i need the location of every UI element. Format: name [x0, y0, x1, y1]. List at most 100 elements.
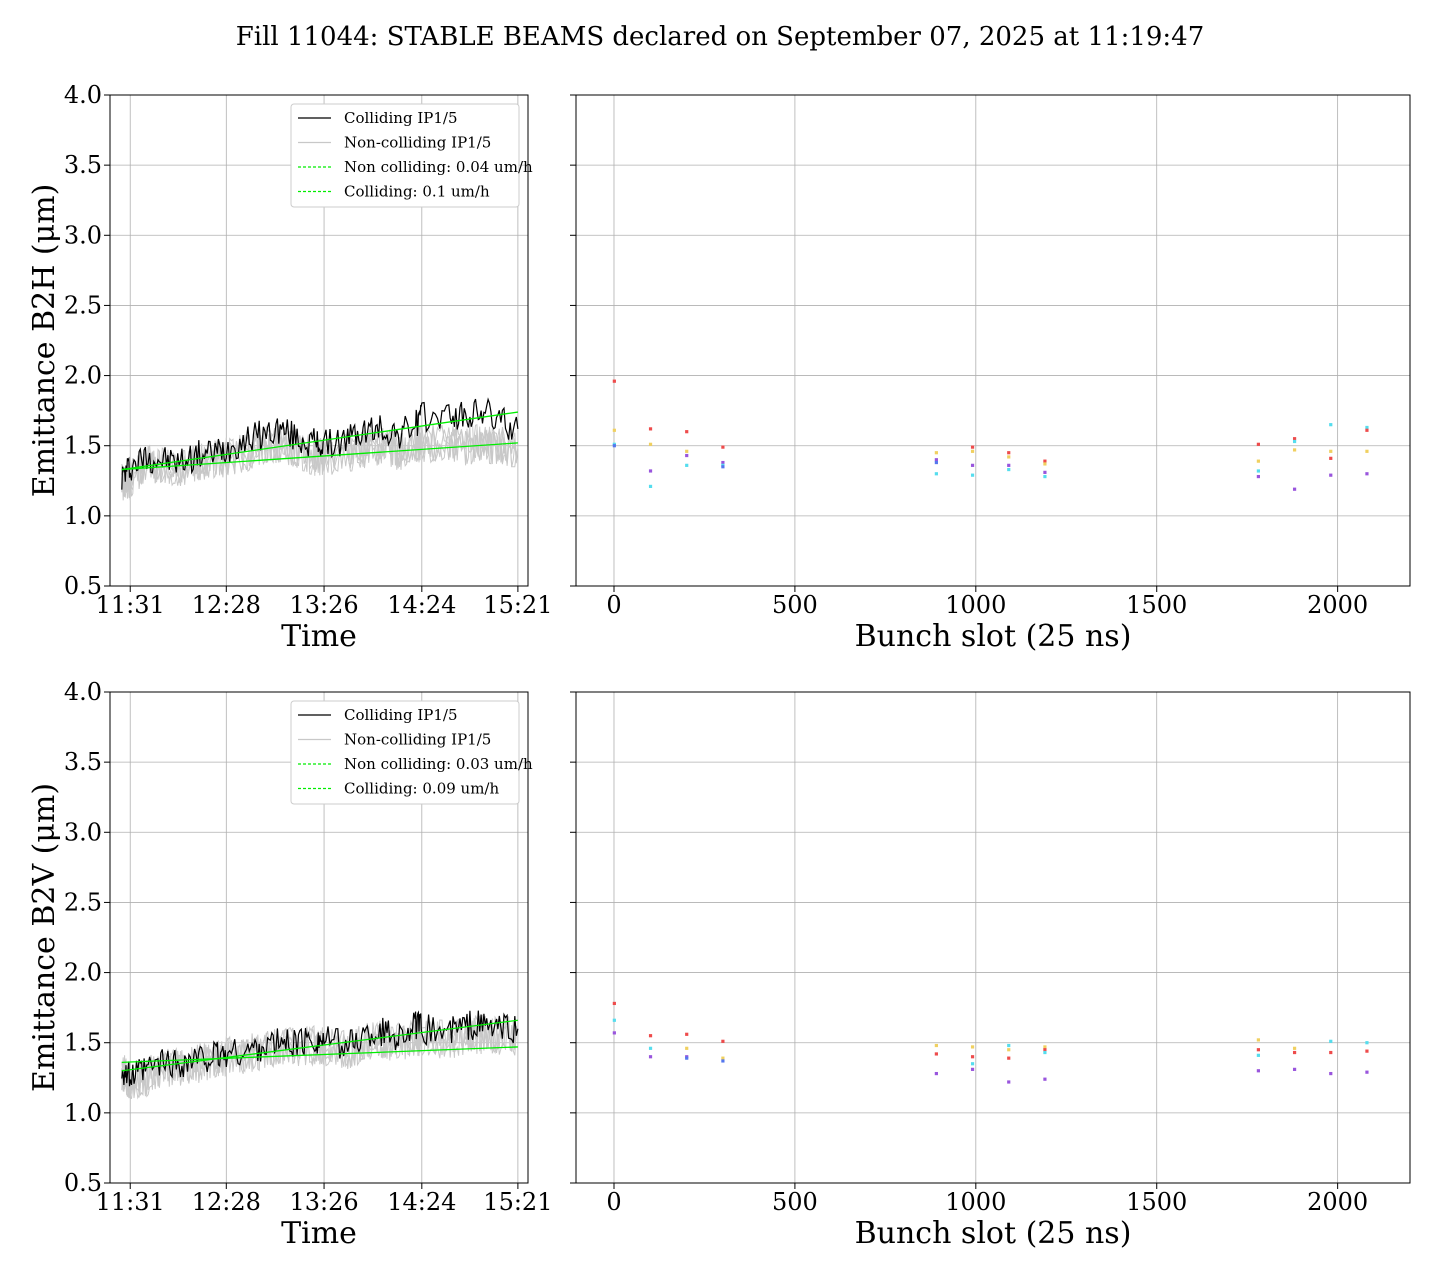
bunch-point — [1007, 1048, 1011, 1052]
fit-line-colliding — [121, 1019, 518, 1072]
legend-label: Colliding: 0.09 um/h — [344, 780, 499, 798]
bunch-point — [934, 1071, 938, 1076]
fit-line-non-colliding — [121, 442, 518, 471]
bunch-point — [1292, 1067, 1297, 1071]
bunch-point — [1329, 473, 1333, 477]
bunch-point — [1329, 1071, 1333, 1076]
y-tick-label: 2.5 — [64, 888, 102, 916]
bunch-point — [648, 427, 653, 431]
x-tick-label: 11:31 — [96, 1188, 165, 1216]
x-tick-label: 11:31 — [96, 591, 165, 619]
bunch-point — [1043, 474, 1047, 479]
legend-label: Non colliding: 0.03 um/h — [344, 755, 533, 773]
bunch-point — [970, 473, 975, 477]
y-tick-label: 0.5 — [64, 572, 102, 600]
y-tick-label: 1.0 — [64, 1099, 102, 1127]
bunch-point — [612, 1001, 616, 1006]
x-axis-label: Time — [281, 1216, 357, 1251]
series-non-colliding-trace — [121, 1015, 519, 1099]
legend-label: Colliding IP1/5 — [344, 109, 458, 127]
bunch-point — [934, 460, 938, 465]
bunch-point — [721, 445, 725, 449]
bunch-point — [1043, 462, 1047, 466]
plot-area — [612, 379, 1369, 491]
x-tick-label: 2000 — [1307, 1188, 1368, 1216]
x-tick-label: 1000 — [945, 591, 1006, 619]
x-tick-label: 1500 — [1126, 1188, 1187, 1216]
axes-frame — [109, 94, 529, 587]
x-tick-label: 12:28 — [192, 1188, 261, 1216]
y-tick-label: 2.0 — [64, 362, 102, 390]
bunch-point — [1365, 1041, 1369, 1045]
y-axis-label: Emittance B2V (μm) — [27, 783, 62, 1092]
y-tick-label: 2.5 — [64, 291, 102, 319]
y-axis-label: Emittance B2H (μm) — [27, 184, 62, 498]
bunch-point — [1329, 456, 1333, 460]
x-axis-label: Time — [281, 619, 357, 654]
bunch-point — [1007, 1056, 1011, 1060]
bunch-point — [612, 1031, 616, 1035]
fit-line-colliding — [121, 411, 518, 471]
x-tick-label: 0 — [606, 591, 621, 619]
panel-3: 0.5 1.0 1.5 2.0 2.5 3.0 3.5 4.0 11:31 12:28 13:26 1… — [27, 678, 552, 1251]
series-non-colliding-trace — [121, 1015, 519, 1100]
bunch-point — [685, 463, 689, 467]
bunch-point — [934, 472, 938, 476]
panel-4: 0 500 1000 1500 2000 Bunch slot (25 ns) — [570, 691, 1411, 1251]
bunch-point — [970, 1045, 975, 1049]
bunch-point — [1365, 1070, 1369, 1074]
bunch-point — [1256, 1038, 1260, 1042]
bunch-point — [612, 1018, 616, 1022]
x-tick-label: 500 — [772, 1188, 818, 1216]
bunch-point — [1256, 474, 1260, 479]
bunch-point — [934, 1052, 938, 1056]
axes-frame — [109, 691, 529, 1184]
bunch-point — [648, 484, 653, 488]
grid — [576, 691, 1410, 1184]
bunch-point — [1043, 1045, 1047, 1049]
legend-label: Non colliding: 0.04 um/h — [344, 158, 533, 176]
bunch-point — [1007, 1043, 1011, 1048]
bunch-point — [1256, 1048, 1260, 1052]
bunch-point — [1365, 449, 1369, 453]
y-tick-label: 2.0 — [64, 959, 102, 987]
bunch-point — [1292, 439, 1297, 444]
legend: Colliding IP1/5 Non-colliding IP1/5 Non co… — [290, 700, 533, 805]
legend-label: Non-colliding IP1/5 — [344, 134, 491, 152]
bunch-point — [721, 1056, 725, 1060]
y-tick-label: 3.5 — [64, 151, 102, 179]
y-tick-label: 4.0 — [64, 81, 102, 109]
series-non-colliding-trace — [121, 1016, 519, 1098]
bunch-point — [970, 1067, 975, 1071]
bunch-point — [685, 1032, 689, 1036]
bunch-point — [970, 449, 975, 453]
bunch-point — [1256, 1053, 1260, 1057]
bunch-point — [648, 1046, 653, 1050]
bunch-point — [648, 469, 653, 473]
bunch-point — [1292, 437, 1297, 441]
bunch-point — [1365, 425, 1369, 430]
y-tick-label: 3.0 — [64, 818, 102, 846]
bunch-point — [1292, 1050, 1297, 1055]
x-axis-label: Bunch slot (25 ns) — [855, 619, 1132, 654]
bunch-point — [721, 465, 725, 469]
series-colliding-trace — [121, 1010, 519, 1087]
panel-2: 0 500 1000 1500 2000 Bunch slot (25 ns) — [570, 94, 1411, 654]
bunch-point — [612, 428, 616, 432]
bunch-point — [970, 1055, 975, 1059]
bunch-point — [1365, 1049, 1369, 1053]
bunch-point — [685, 1056, 689, 1060]
x-tick-label: 2000 — [1307, 591, 1368, 619]
bunch-point — [721, 1039, 725, 1043]
bunch-point — [685, 453, 689, 458]
bunch-point — [934, 1043, 938, 1048]
series-non-colliding-trace — [121, 424, 519, 493]
bunch-point — [934, 451, 938, 455]
series-non-colliding-trace — [121, 424, 519, 501]
x-tick-label: 14:24 — [387, 1188, 456, 1216]
bunch-point — [1007, 467, 1011, 472]
bunch-point — [1365, 428, 1369, 432]
legend-box — [290, 103, 520, 208]
x-tick-label: 1500 — [1126, 591, 1187, 619]
